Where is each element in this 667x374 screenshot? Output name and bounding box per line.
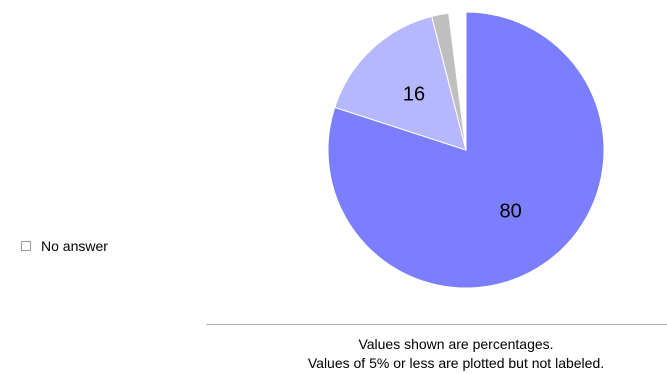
footnote-percentages: Values shown are percentages. [358, 336, 554, 352]
pie-label-0: 80 [499, 200, 521, 222]
pie-outline [327, 11, 605, 289]
divider-line [206, 324, 667, 325]
pie-label-1: 16 [403, 84, 425, 106]
legend: No answer [21, 238, 108, 254]
legend-swatch-no-answer [21, 241, 31, 251]
footnote-threshold: Values of 5% or less are plotted but not… [307, 355, 605, 371]
legend-label-no-answer: No answer [41, 238, 108, 254]
